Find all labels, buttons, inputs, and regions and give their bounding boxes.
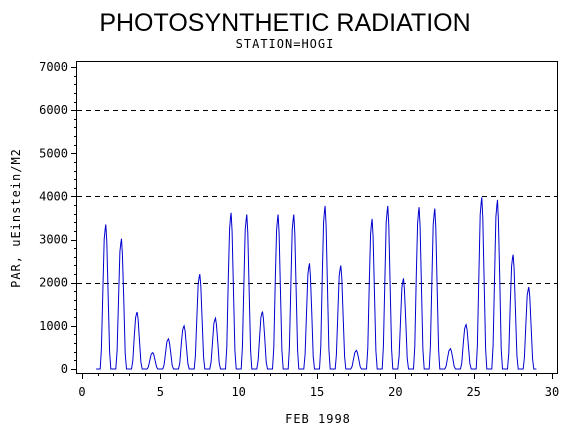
y-tick-label: 7000 — [39, 60, 68, 74]
x-tick-label: 5 — [157, 385, 164, 399]
x-tick-label: 0 — [78, 385, 85, 399]
x-tick-label: 10 — [231, 385, 245, 399]
y-tick-label: 2000 — [39, 276, 68, 290]
x-axis: 0 5 10 15 20 25 30 — [78, 373, 559, 399]
y-tick-label: 0 — [61, 362, 68, 376]
y-tick-label: 6000 — [39, 103, 68, 117]
y-tick-label: 1000 — [39, 319, 68, 333]
y-tick-label: 5000 — [39, 146, 68, 160]
x-axis-label: FEB 1998 — [285, 412, 351, 426]
x-tick-label: 15 — [310, 385, 324, 399]
gridlines — [77, 110, 557, 284]
chart-title: PHOTOSYNTHETIC RADIATION — [99, 9, 470, 37]
series-layer — [96, 197, 537, 370]
y-axis-label: PAR, uEinstein/M2 — [9, 148, 23, 288]
y-tick-label: 4000 — [39, 189, 68, 203]
y-axis: 0 1000 2000 3000 4000 5000 6000 7000 — [39, 60, 77, 376]
x-tick-label: 25 — [466, 385, 480, 399]
series-line-par — [96, 197, 537, 370]
x-tick-label: 20 — [388, 385, 402, 399]
chart-subtitle: STATION=HOGI — [236, 37, 335, 51]
y-tick-label: 3000 — [39, 233, 68, 247]
x-tick-label: 30 — [545, 385, 559, 399]
